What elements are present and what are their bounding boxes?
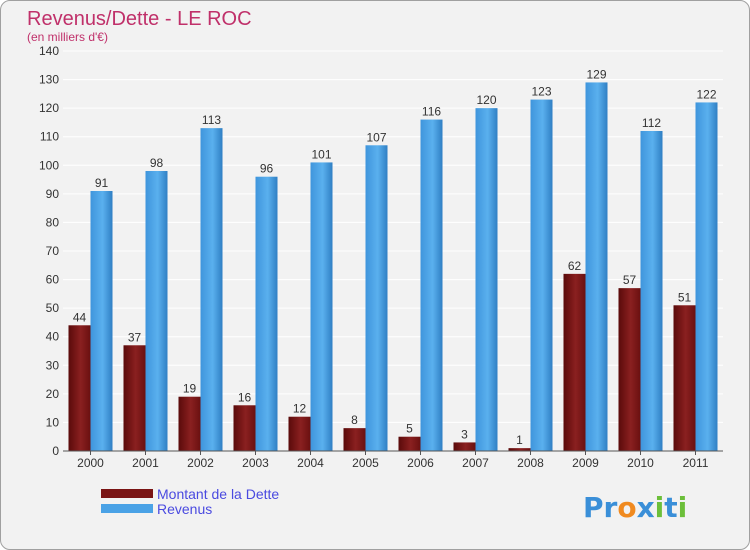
data-label-debt: 37: [128, 330, 142, 344]
data-label-debt: 12: [293, 402, 307, 416]
y-tick-label: 70: [46, 244, 60, 258]
bar-revenue: [200, 128, 223, 451]
data-label-revenue: 122: [696, 87, 716, 101]
x-axis: 2000 2001 2002 2003 2004 2005 2006 2007 2008 2009…: [77, 451, 709, 470]
bar-debt: [288, 416, 311, 451]
bar-revenue: [310, 162, 333, 451]
data-label-debt: 57: [623, 273, 637, 287]
bar-revenue: [255, 176, 278, 451]
data-label-debt: 51: [678, 290, 692, 304]
y-tick-label: 80: [46, 215, 60, 229]
bar-revenue: [365, 145, 388, 452]
bar-debt: [178, 396, 201, 451]
bar-revenue: [475, 108, 498, 452]
bar-revenue: [640, 131, 663, 451]
logo-letter: P: [583, 491, 604, 524]
data-label-revenue: 113: [202, 113, 221, 127]
data-label-debt: 8: [351, 413, 358, 427]
y-tick-label: 90: [46, 187, 60, 201]
x-tick-label: 2000: [77, 456, 104, 470]
bar-revenue: [695, 102, 718, 451]
data-labels-layer: 44 91 37 98 19 113 16 96 12 101 8 107 5 116 3 120 1 123 62…: [73, 67, 717, 447]
legend-swatch-debt: [101, 489, 153, 498]
bar-revenue: [585, 82, 608, 451]
data-label-debt: 3: [461, 427, 468, 441]
x-tick-label: 2003: [242, 456, 269, 470]
legend-label-debt: Montant de la Dette: [157, 486, 279, 502]
data-label-revenue: 107: [366, 130, 386, 144]
y-tick-label: 30: [46, 358, 60, 372]
bar-debt: [508, 448, 531, 451]
y-tick-label: 120: [39, 101, 59, 115]
y-tick-label: 140: [39, 44, 59, 58]
x-tick-label: 2010: [627, 456, 654, 470]
grid-layer: [63, 50, 723, 452]
y-tick-label: 40: [46, 330, 60, 344]
bar-debt: [398, 436, 421, 451]
y-tick-label: 60: [46, 273, 60, 287]
bar-debt: [453, 442, 476, 451]
bar-debt: [563, 273, 586, 451]
bar-debt: [673, 305, 696, 451]
data-label-revenue: 116: [422, 105, 441, 119]
y-tick-label: 0: [52, 444, 59, 458]
data-label-revenue: 112: [642, 116, 661, 130]
logo-letter: x: [637, 491, 655, 524]
logo-letter: i: [655, 491, 665, 524]
data-label-debt: 19: [183, 382, 197, 396]
data-label-debt: 1: [516, 433, 523, 447]
data-label-debt: 5: [406, 422, 413, 436]
x-tick-label: 2006: [407, 456, 434, 470]
logo-letter: t: [664, 491, 677, 524]
x-tick-label: 2001: [132, 456, 159, 470]
bar-revenue: [420, 119, 443, 452]
bar-debt: [618, 288, 641, 451]
data-label-revenue: 120: [476, 93, 496, 107]
data-label-revenue: 91: [95, 176, 109, 190]
y-tick-label: 110: [40, 130, 59, 144]
y-tick-label: 10: [46, 415, 60, 429]
bar-debt: [233, 405, 256, 451]
bar-revenue: [145, 171, 168, 451]
bars-layer: [68, 82, 718, 452]
bar-debt: [343, 428, 366, 451]
data-label-revenue: 98: [150, 156, 164, 170]
y-tick-label: 100: [39, 158, 59, 172]
x-tick-label: 2007: [462, 456, 489, 470]
data-label-debt: 44: [73, 310, 87, 324]
x-tick-label: 2005: [352, 456, 379, 470]
x-tick-label: 2002: [187, 456, 214, 470]
proxiti-logo: Proxiti: [583, 491, 687, 524]
bar-debt: [123, 345, 146, 451]
y-tick-label: 130: [39, 73, 59, 87]
chart-title: Revenus/Dette - LE ROC: [27, 8, 252, 30]
y-tick-label: 50: [46, 301, 60, 315]
data-label-revenue: 101: [311, 147, 331, 161]
bar-revenue: [90, 191, 113, 451]
logo-letter: r: [604, 491, 618, 524]
x-tick-label: 2008: [517, 456, 544, 470]
legend-swatch-revenue: [101, 504, 153, 513]
data-label-revenue: 123: [531, 85, 551, 99]
data-label-debt: 62: [568, 259, 582, 273]
x-tick-label: 2004: [297, 456, 324, 470]
y-tick-label: 20: [46, 387, 60, 401]
chart-subtitle: (en milliers d'€): [27, 30, 108, 44]
data-label-revenue: 96: [260, 162, 274, 176]
x-tick-label: 2011: [683, 456, 709, 470]
legend: Montant de la Dette Revenus: [101, 486, 279, 517]
data-label-debt: 16: [238, 390, 252, 404]
logo-letter: o: [617, 491, 636, 524]
y-axis: 0 10 20 30 40 50 60 70 80 90 100 110 120 130 140: [39, 44, 59, 458]
bar-revenue: [530, 99, 553, 452]
bar-debt: [68, 325, 91, 451]
x-tick-label: 2009: [572, 456, 599, 470]
legend-label-revenue: Revenus: [157, 501, 212, 517]
logo-letter: i: [678, 491, 688, 524]
data-label-revenue: 129: [586, 67, 606, 81]
